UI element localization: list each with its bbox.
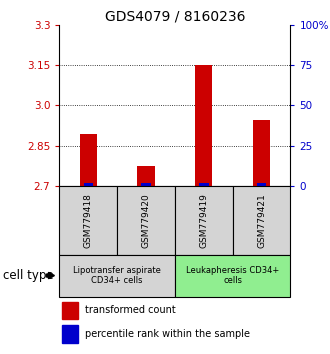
Text: percentile rank within the sample: percentile rank within the sample <box>85 329 250 339</box>
Bar <box>175 186 233 255</box>
Text: transformed count: transformed count <box>85 305 176 315</box>
Text: Lipotransfer aspirate
CD34+ cells: Lipotransfer aspirate CD34+ cells <box>73 266 161 285</box>
Text: GSM779419: GSM779419 <box>199 193 208 247</box>
Bar <box>141 183 151 186</box>
Bar <box>175 255 290 297</box>
Title: GDS4079 / 8160236: GDS4079 / 8160236 <box>105 10 245 24</box>
Bar <box>253 120 270 186</box>
Bar <box>195 65 213 186</box>
Bar <box>59 186 117 255</box>
Bar <box>62 325 78 343</box>
Bar <box>137 166 155 186</box>
Text: GSM779421: GSM779421 <box>257 193 266 247</box>
Bar <box>59 255 175 297</box>
Text: Leukapheresis CD34+
cells: Leukapheresis CD34+ cells <box>186 266 279 285</box>
Text: GSM779418: GSM779418 <box>84 193 93 247</box>
Bar <box>62 302 78 319</box>
Bar <box>117 186 175 255</box>
Bar <box>80 133 97 186</box>
Text: cell type: cell type <box>3 269 54 282</box>
Bar <box>83 183 93 186</box>
Text: GSM779420: GSM779420 <box>142 193 150 247</box>
Bar <box>257 183 266 186</box>
Bar <box>199 183 209 186</box>
Bar <box>233 186 290 255</box>
